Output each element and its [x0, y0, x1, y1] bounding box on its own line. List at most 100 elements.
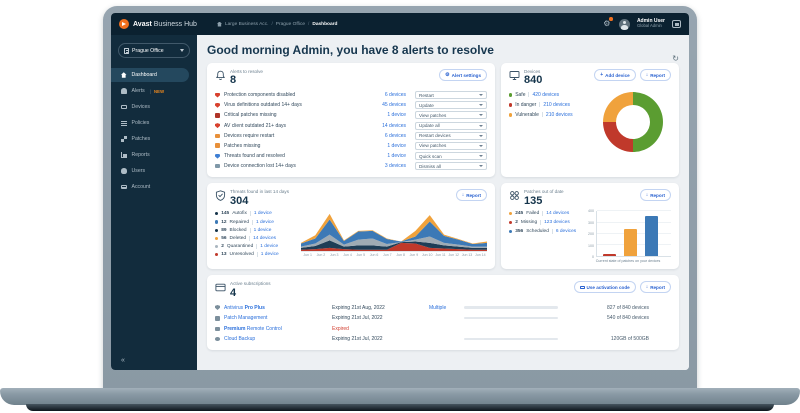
- alert-devices-link[interactable]: 14 devices: [382, 122, 406, 129]
- alert-action-dropdown[interactable]: Update all: [415, 121, 487, 130]
- legend-devices-link[interactable]: 210 devices: [543, 101, 571, 108]
- legend-devices-link[interactable]: 6 devices: [555, 229, 577, 235]
- legend-devices-link[interactable]: 14 devices: [253, 235, 277, 241]
- sidebar-item[interactable]: Patches |: [111, 132, 189, 146]
- report-label: Report: [466, 192, 481, 198]
- subscription-usage: 827 of 840 devices: [607, 304, 649, 311]
- patches-report-button[interactable]: ↓ Report: [639, 189, 671, 202]
- download-icon: ↓: [645, 71, 649, 78]
- topbar: Avast Business Hub Large Business Acc. P…: [111, 13, 689, 35]
- sidebar-item-label: Devices: [131, 104, 150, 110]
- sidebar-item-icon: [121, 136, 127, 142]
- subscription-expiry: Expired: [332, 325, 349, 332]
- legend-dot: [215, 253, 219, 257]
- subscription-name-link[interactable]: Cloud Backup: [215, 336, 327, 342]
- legend-count: 13: [221, 252, 227, 258]
- divider: [249, 227, 251, 233]
- subscription-name-link[interactable]: Antivirus Pro Plus: [215, 305, 327, 311]
- alert-action-dropdown[interactable]: View patches: [415, 141, 487, 150]
- chevron-down-icon: [479, 94, 483, 97]
- legend-count: 245: [515, 211, 524, 217]
- sidebar-item-icon: [121, 120, 127, 122]
- alert-action-dropdown[interactable]: View patches: [415, 111, 487, 120]
- subscriptions-report-button[interactable]: ↓ Report: [639, 281, 671, 294]
- legend-count: 56: [221, 235, 227, 241]
- legend-devices-link[interactable]: 420 devices: [532, 91, 560, 98]
- card-title: Threats found in last 14 days: [230, 189, 289, 195]
- legend-devices-link[interactable]: 1 device: [260, 244, 279, 250]
- alert-settings-button[interactable]: ⚙ Alert settings: [439, 69, 487, 81]
- sidebar-item[interactable]: Account |: [111, 180, 189, 194]
- breadcrumb-item[interactable]: Prague Office: [276, 22, 313, 27]
- subscription-name-link[interactable]: Premium Remote Control: [215, 326, 327, 332]
- user-meta[interactable]: Admin User Global Admin: [637, 18, 665, 30]
- legend-dot: [215, 212, 219, 216]
- alert-devices-link[interactable]: 6 devices: [384, 132, 406, 139]
- sidebar-item[interactable]: Reports |: [111, 148, 189, 162]
- divider: [539, 102, 541, 108]
- legend-label: Quarantined: [226, 244, 254, 250]
- sidebar-item-icon: [121, 104, 127, 110]
- alert-rows: Protection components disabled 6 devices…: [215, 90, 487, 172]
- subscription-name: Patch Management: [224, 315, 268, 322]
- sidebar-item[interactable]: Policies |: [111, 116, 189, 130]
- legend-devices-link[interactable]: 1 device: [256, 219, 274, 225]
- subscription-icon: [215, 337, 220, 341]
- threats-x-axis: Jun 1 Jun 2 Jun 3 Jun 4 Jun 5 Jun 6 Jun 7 Jun 8…: [303, 253, 486, 258]
- subscription-progress-track: [464, 306, 558, 309]
- alert-devices-link[interactable]: 45 devices: [382, 102, 406, 109]
- alert-row: Patches missing 1 device View patches: [215, 141, 487, 151]
- alert-devices-link[interactable]: 6 devices: [384, 92, 406, 99]
- subscriptions-card: Active subscriptions 4 Use activation co…: [207, 275, 679, 351]
- avatar[interactable]: [618, 18, 630, 30]
- legend-devices-link[interactable]: 123 devices: [544, 220, 570, 226]
- brand-rest: Business Hub: [153, 20, 197, 28]
- legend-devices-link[interactable]: 14 devices: [546, 211, 570, 217]
- alert-row: Threats found and resolved 1 device Quic…: [215, 151, 487, 161]
- alert-devices-link[interactable]: 1 device: [387, 112, 406, 119]
- page-title: Good morning Admin, you have 8 alerts to…: [207, 43, 494, 57]
- chevron-down-icon: [479, 165, 483, 168]
- alert-devices-link[interactable]: 3 devices: [384, 163, 406, 170]
- sidebar-item[interactable]: Dashboard |: [111, 68, 189, 82]
- apps-icon[interactable]: [672, 20, 681, 28]
- legend-row: 145 Autofix 1 device: [215, 211, 301, 217]
- sidebar-item[interactable]: Devices |: [111, 100, 189, 114]
- use-activation-code-button[interactable]: Use activation code: [573, 281, 636, 294]
- sidebar-item[interactable]: Users |: [111, 164, 189, 178]
- refresh-icon[interactable]: ↻: [672, 54, 679, 63]
- alert-action-dropdown[interactable]: Update: [415, 101, 487, 110]
- legend-devices-link[interactable]: 1 device: [253, 211, 272, 217]
- alert-action-dropdown[interactable]: Restart devices: [415, 131, 487, 140]
- legend-devices-link[interactable]: 1 device: [260, 252, 279, 258]
- subscription-multiple-link[interactable]: Multiple: [429, 304, 447, 311]
- legend-dot: [215, 220, 219, 224]
- home-icon: [216, 21, 222, 27]
- alert-action-dropdown[interactable]: Restart: [415, 91, 487, 100]
- sidebar-item-label: Account: [131, 184, 151, 190]
- sidebar-item[interactable]: Alerts | NEW: [111, 84, 189, 98]
- subscription-progress-track: [464, 337, 558, 341]
- threats-report-button[interactable]: ↓ Report: [455, 189, 487, 202]
- sidebar-collapse-button[interactable]: «: [121, 357, 125, 364]
- patches-card: Patches out of date 135 ↓ Report: [501, 183, 679, 270]
- legend-devices-link[interactable]: 1 device: [253, 227, 272, 233]
- alerts-card: Alerts to resolve 8 ⚙ Alert settings: [207, 63, 495, 178]
- site-selector-dropdown[interactable]: Prague Office: [118, 43, 190, 58]
- add-device-button[interactable]: + Add device: [594, 69, 636, 81]
- alert-action-dropdown[interactable]: Dismiss all: [415, 162, 487, 171]
- alert-devices-link[interactable]: 1 device: [387, 142, 406, 149]
- sidebar-item-label: Alerts: [131, 88, 145, 94]
- alert-devices-link[interactable]: 1 device: [387, 153, 406, 160]
- devices-report-button[interactable]: ↓ Report: [639, 69, 671, 81]
- legend-devices-link[interactable]: 210 devices: [545, 111, 573, 118]
- gear-icon[interactable]: ⚙: [603, 19, 611, 28]
- alert-severity-icon: [215, 92, 220, 98]
- breadcrumb-item[interactable]: Large Business Acc.: [225, 22, 276, 27]
- subscription-icon: [215, 326, 220, 331]
- divider: [541, 112, 543, 118]
- subscription-name-link[interactable]: Patch Management: [215, 315, 327, 321]
- breadcrumb-item[interactable]: Dashboard: [312, 21, 338, 27]
- alert-action-dropdown[interactable]: Quick scan: [415, 152, 487, 161]
- chevron-down-icon: [479, 134, 483, 137]
